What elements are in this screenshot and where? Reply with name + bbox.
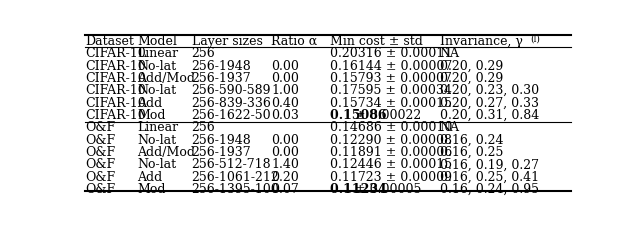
- Text: No-lat: No-lat: [137, 134, 176, 147]
- Text: Add: Add: [137, 97, 163, 110]
- Text: 0.00: 0.00: [271, 60, 299, 72]
- Text: Linear: Linear: [137, 121, 178, 134]
- Text: ± 0.00022: ± 0.00022: [355, 109, 421, 122]
- Text: CIFAR-10: CIFAR-10: [85, 97, 146, 110]
- Text: 0.11891 ± 0.00006: 0.11891 ± 0.00006: [330, 146, 452, 159]
- Text: 256-1395-100: 256-1395-100: [191, 183, 279, 196]
- Text: 256-1061-212: 256-1061-212: [191, 171, 279, 184]
- Text: 0.15086: 0.15086: [330, 109, 391, 122]
- Text: Add: Add: [137, 171, 163, 184]
- Text: 0.20: 0.20: [271, 171, 299, 184]
- Text: 256-1937: 256-1937: [191, 72, 252, 85]
- Text: 1.40: 1.40: [271, 158, 299, 171]
- Text: 0.20, 0.29: 0.20, 0.29: [440, 60, 503, 72]
- Text: NA: NA: [440, 121, 460, 134]
- Text: Dataset: Dataset: [85, 35, 134, 48]
- Text: 256-1622-50: 256-1622-50: [191, 109, 271, 122]
- Text: O&F: O&F: [85, 121, 115, 134]
- Text: 0.03: 0.03: [271, 109, 299, 122]
- Text: CIFAR-10: CIFAR-10: [85, 109, 146, 122]
- Text: 0.20, 0.27, 0.33: 0.20, 0.27, 0.33: [440, 97, 539, 110]
- Text: O&F: O&F: [85, 134, 115, 147]
- Text: 0.11723 ± 0.00009: 0.11723 ± 0.00009: [330, 171, 452, 184]
- Text: 0.15734 ± 0.00015: 0.15734 ± 0.00015: [330, 97, 452, 110]
- Text: 256-590-589: 256-590-589: [191, 84, 271, 97]
- Text: 0.40: 0.40: [271, 97, 299, 110]
- Text: 0.11234: 0.11234: [330, 183, 392, 196]
- Text: Invariance, γ: Invariance, γ: [440, 35, 522, 48]
- Text: Linear: Linear: [137, 47, 178, 60]
- Text: 0.16, 0.24: 0.16, 0.24: [440, 134, 503, 147]
- Text: Layer sizes: Layer sizes: [191, 35, 262, 48]
- Text: O&F: O&F: [85, 146, 115, 159]
- Text: 0.20, 0.23, 0.30: 0.20, 0.23, 0.30: [440, 84, 539, 97]
- Text: 256: 256: [191, 121, 215, 134]
- Text: 0.07: 0.07: [271, 183, 299, 196]
- Text: ± 0.00005: ± 0.00005: [355, 183, 422, 196]
- Text: 0.16, 0.19, 0.27: 0.16, 0.19, 0.27: [440, 158, 539, 171]
- Text: Add/Mod: Add/Mod: [137, 146, 195, 159]
- Text: Model: Model: [137, 35, 177, 48]
- Text: 0.15793 ± 0.00007: 0.15793 ± 0.00007: [330, 72, 452, 85]
- Text: NA: NA: [440, 47, 460, 60]
- Text: 0.16, 0.25, 0.41: 0.16, 0.25, 0.41: [440, 171, 539, 184]
- Text: 256-1948: 256-1948: [191, 60, 252, 72]
- Text: CIFAR-10: CIFAR-10: [85, 84, 146, 97]
- Text: 0.20, 0.29: 0.20, 0.29: [440, 72, 503, 85]
- Text: O&F: O&F: [85, 171, 115, 184]
- Text: 0.12290 ± 0.00008: 0.12290 ± 0.00008: [330, 134, 452, 147]
- Text: Add/Mod: Add/Mod: [137, 72, 195, 85]
- Text: 256-1937: 256-1937: [191, 146, 252, 159]
- Text: 256: 256: [191, 47, 215, 60]
- Text: CIFAR-10: CIFAR-10: [85, 47, 146, 60]
- Text: Mod: Mod: [137, 183, 166, 196]
- Text: O&F: O&F: [85, 183, 115, 196]
- Text: Min cost ± std: Min cost ± std: [330, 35, 423, 48]
- Text: 0.12446 ± 0.00015: 0.12446 ± 0.00015: [330, 158, 452, 171]
- Text: 0.16, 0.24, 0.95: 0.16, 0.24, 0.95: [440, 183, 539, 196]
- Text: (l): (l): [530, 34, 540, 43]
- Text: 0.00: 0.00: [271, 146, 299, 159]
- Text: 0.17595 ± 0.00034: 0.17595 ± 0.00034: [330, 84, 452, 97]
- Text: No-lat: No-lat: [137, 158, 176, 171]
- Text: 256-839-336: 256-839-336: [191, 97, 271, 110]
- Text: 0.00: 0.00: [271, 72, 299, 85]
- Text: 0.20316 ± 0.00011: 0.20316 ± 0.00011: [330, 47, 452, 60]
- Text: 0.16144 ± 0.00007: 0.16144 ± 0.00007: [330, 60, 452, 72]
- Text: CIFAR-10: CIFAR-10: [85, 60, 146, 72]
- Text: No-lat: No-lat: [137, 84, 176, 97]
- Text: 1.00: 1.00: [271, 84, 299, 97]
- Text: O&F: O&F: [85, 158, 115, 171]
- Text: Mod: Mod: [137, 109, 166, 122]
- Text: 0.14686 ± 0.00010: 0.14686 ± 0.00010: [330, 121, 453, 134]
- Text: 256-512-718: 256-512-718: [191, 158, 271, 171]
- Text: 256-1948: 256-1948: [191, 134, 252, 147]
- Text: 0.20, 0.31, 0.84: 0.20, 0.31, 0.84: [440, 109, 539, 122]
- Text: CIFAR-10: CIFAR-10: [85, 72, 146, 85]
- Text: 0.00: 0.00: [271, 134, 299, 147]
- Text: 0.16, 0.25: 0.16, 0.25: [440, 146, 503, 159]
- Text: Ratio α: Ratio α: [271, 35, 317, 48]
- Text: No-lat: No-lat: [137, 60, 176, 72]
